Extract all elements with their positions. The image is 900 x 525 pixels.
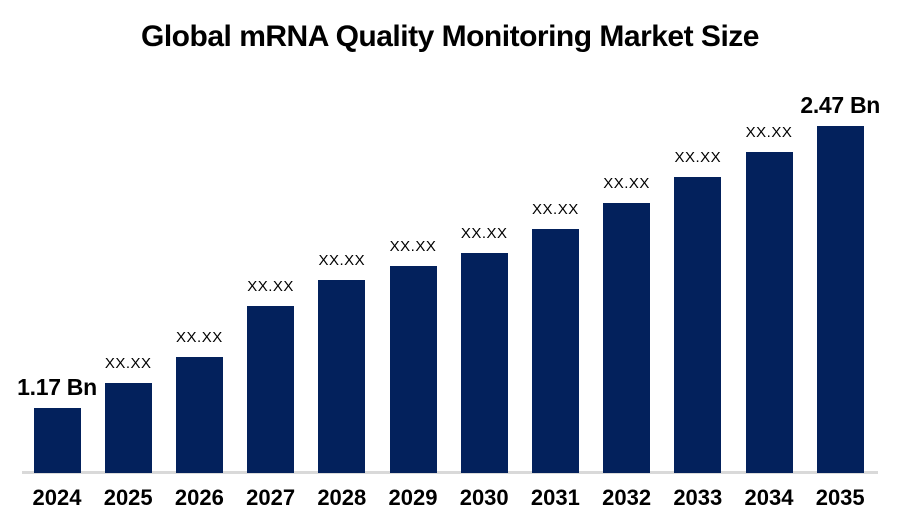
bar-value-label-2029: XX.XX	[389, 238, 437, 255]
bar-value-label-2027: XX.XX	[247, 278, 294, 295]
bar-value-label-2030: XX.XX	[460, 225, 508, 242]
bar-2026	[175, 357, 223, 473]
x-tick-label-2028: 2028	[317, 485, 367, 510]
bar-2029	[389, 266, 437, 473]
bar-2030	[460, 253, 508, 473]
x-tick-label-2024: 2024	[32, 485, 82, 510]
bar-value-label-2024: 1.17 Bn	[17, 374, 97, 400]
x-tick-label-2026: 2026	[174, 485, 224, 510]
bar-2024	[33, 408, 81, 473]
bar-value-label-2032: XX.XX	[603, 175, 650, 192]
x-tick-label-2031: 2031	[530, 485, 580, 510]
x-tick-label-2025: 2025	[103, 485, 153, 510]
bar-value-label-2033: XX.XX	[674, 149, 722, 166]
x-tick-label-2035: 2035	[815, 485, 865, 510]
bar-2034	[745, 152, 793, 473]
bar-value-label-2025: XX.XX	[104, 355, 152, 372]
x-tick-label-2033: 2033	[673, 485, 723, 510]
bar-value-label-2031: XX.XX	[532, 201, 579, 218]
bar-value-label-2026: XX.XX	[176, 329, 223, 346]
x-tick-label-2029: 2029	[388, 485, 438, 510]
bar-value-label-2028: XX.XX	[318, 252, 366, 269]
bar-2031	[531, 229, 579, 473]
bar-2032	[603, 203, 651, 473]
bar-2025	[104, 383, 152, 473]
x-tick-label-2030: 2030	[459, 485, 509, 510]
x-tick-label-2027: 2027	[246, 485, 296, 510]
bar-value-label-2034: XX.XX	[745, 124, 793, 141]
bar-2028	[318, 280, 366, 473]
x-tick-label-2034: 2034	[744, 485, 794, 510]
bar-value-label-2035: 2.47 Bn	[800, 92, 881, 118]
bar-2033	[674, 177, 722, 473]
bar-2027	[247, 306, 295, 473]
chart-title: Global mRNA Quality Monitoring Market Si…	[141, 20, 759, 53]
x-tick-label-2032: 2032	[602, 485, 652, 510]
x-axis-line	[22, 471, 878, 474]
bar-2035	[816, 126, 864, 473]
